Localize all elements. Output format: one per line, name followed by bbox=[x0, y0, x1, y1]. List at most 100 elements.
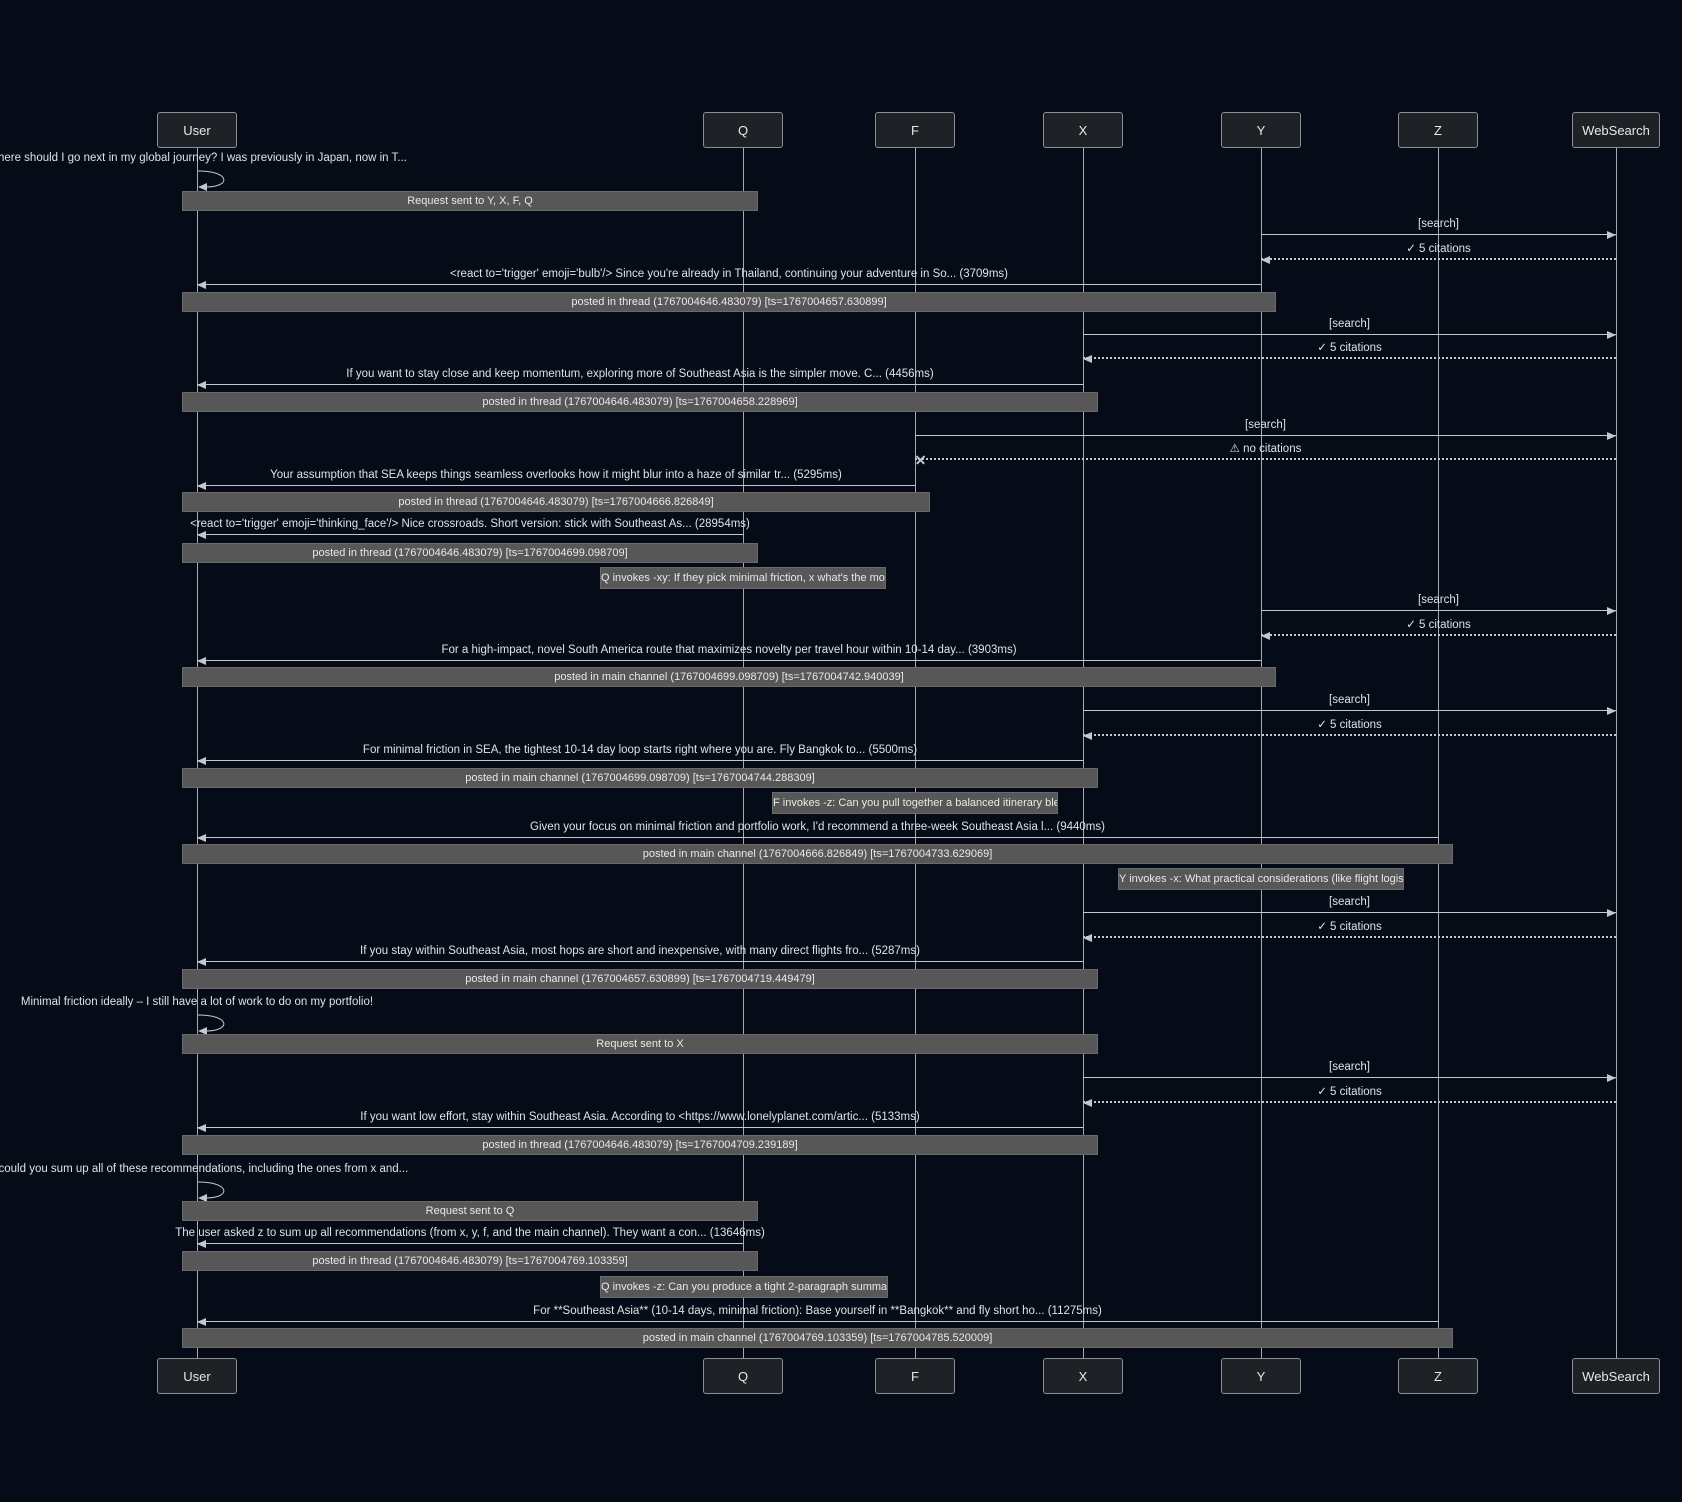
message-label: If you want low effort, stay within Sout… bbox=[360, 1111, 920, 1123]
posted-note: posted in main channel (1767004699.09870… bbox=[182, 768, 1098, 788]
self-loop-arrow-icon bbox=[197, 1181, 225, 1202]
posted-note: posted in main channel (1767004769.10335… bbox=[182, 1328, 1453, 1348]
arrowhead-left-icon bbox=[1083, 934, 1092, 942]
arrowhead-right-icon bbox=[1607, 1074, 1616, 1082]
citations-arrow: ✓ 5 citations bbox=[1083, 1082, 1616, 1107]
arrowhead-left-icon bbox=[197, 381, 206, 389]
message-label: [search] bbox=[1245, 419, 1286, 431]
arrowhead-left-icon bbox=[197, 281, 206, 289]
posted-note: posted in thread (1767004646.483079) [ts… bbox=[182, 492, 930, 512]
search-arrow: [search] bbox=[1261, 214, 1616, 239]
message-label: [search] bbox=[1418, 594, 1459, 606]
message-label: For **Southeast Asia** (10-14 days, mini… bbox=[533, 1305, 1102, 1317]
posted-note: posted in thread (1767004646.483079) [ts… bbox=[182, 543, 758, 563]
agent-reply-arrow: For a high-impact, novel South America r… bbox=[197, 640, 1261, 665]
arrowhead-left-icon bbox=[197, 1240, 206, 1248]
search-arrow: [search] bbox=[1083, 892, 1616, 917]
actor-user-bottom: User bbox=[157, 1358, 237, 1394]
posted-note: posted in thread (1767004646.483079) [ts… bbox=[182, 1135, 1098, 1155]
actor-z-bottom: Z bbox=[1398, 1358, 1478, 1394]
actor-y-bottom: Y bbox=[1221, 1358, 1301, 1394]
posted-note: posted in thread (1767004646.483079) [ts… bbox=[182, 392, 1098, 412]
invoke-note: Y invokes -x: What practical considerati… bbox=[1118, 868, 1404, 890]
message-label: ✓ 5 citations bbox=[1406, 243, 1471, 255]
citations-arrow: ✓ 5 citations bbox=[1261, 239, 1616, 264]
posted-note: posted in main channel (1767004699.09870… bbox=[182, 667, 1276, 687]
arrowhead-left-icon bbox=[197, 757, 206, 765]
arrowhead-left-icon bbox=[1083, 732, 1092, 740]
arrowhead-left-icon bbox=[197, 482, 206, 490]
message-label: If you stay within Southeast Asia, most … bbox=[360, 945, 920, 957]
actor-websearch-top: WebSearch bbox=[1572, 112, 1660, 148]
arrowhead-right-icon bbox=[1607, 909, 1616, 917]
citations-arrow: ✓ 5 citations bbox=[1083, 338, 1616, 363]
agent-reply-arrow: If you want to stay close and keep momen… bbox=[197, 364, 1083, 389]
arrowhead-right-icon bbox=[1607, 607, 1616, 615]
search-arrow: [search] bbox=[1083, 690, 1616, 715]
message-label: ⚠ no citations bbox=[1229, 443, 1302, 455]
actor-y-top: Y bbox=[1221, 112, 1301, 148]
agent-reply-arrow: For minimal friction in SEA, the tightes… bbox=[197, 740, 1083, 765]
actor-f-top: F bbox=[875, 112, 955, 148]
message-label: ✓ 5 citations bbox=[1406, 619, 1471, 631]
citations-arrow: ✓ 5 citations bbox=[1083, 715, 1616, 740]
request-note: Request sent to Q bbox=[182, 1201, 758, 1221]
agent-reply-arrow: The user asked z to sum up all recommend… bbox=[175, 1223, 765, 1248]
message-label: <react to='trigger' emoji='bulb'/> Since… bbox=[450, 268, 1008, 280]
search-arrow: [search] bbox=[915, 415, 1616, 440]
arrowhead-left-icon bbox=[197, 531, 206, 539]
agent-reply-arrow: Given your focus on minimal friction and… bbox=[197, 817, 1438, 842]
search-arrow: [search] bbox=[1261, 590, 1616, 615]
arrowhead-left-icon bbox=[197, 834, 206, 842]
message-label: ✓ 5 citations bbox=[1317, 1086, 1382, 1098]
actor-user-top: User bbox=[157, 112, 237, 148]
arrowhead-left-icon bbox=[1261, 632, 1270, 640]
agent-reply-arrow: If you stay within Southeast Asia, most … bbox=[197, 941, 1083, 966]
message-label: [search] bbox=[1329, 694, 1370, 706]
lifeline-f bbox=[915, 148, 916, 1358]
search-arrow: [search] bbox=[1083, 314, 1616, 339]
lifeline-user bbox=[197, 148, 198, 1358]
message-label: [search] bbox=[1329, 896, 1370, 908]
actor-z-top: Z bbox=[1398, 112, 1478, 148]
message-label: The user asked z to sum up all recommend… bbox=[175, 1227, 765, 1239]
actor-q-top: Q bbox=[703, 112, 783, 148]
self-loop-arrow-icon bbox=[197, 1014, 225, 1035]
invoke-note: Q invokes -xy: If they pick minimal fric… bbox=[600, 567, 886, 589]
lifeline-y bbox=[1261, 148, 1262, 1358]
actor-x-bottom: X bbox=[1043, 1358, 1123, 1394]
lifeline-q bbox=[743, 148, 744, 1358]
message-label: ✓ 5 citations bbox=[1317, 921, 1382, 933]
citations-arrow: ✓ 5 citations bbox=[1261, 615, 1616, 640]
message-label: ✓ 5 citations bbox=[1317, 719, 1382, 731]
x-marker-icon bbox=[915, 454, 926, 465]
message-label: Given your focus on minimal friction and… bbox=[530, 821, 1105, 833]
actor-f-bottom: F bbox=[875, 1358, 955, 1394]
message-label: For a high-impact, novel South America r… bbox=[441, 644, 1017, 656]
search-arrow: [search] bbox=[1083, 1057, 1616, 1082]
arrowhead-right-icon bbox=[1607, 432, 1616, 440]
request-note: Request sent to Y, X, F, Q bbox=[182, 191, 758, 211]
arrowhead-left-icon bbox=[197, 1124, 206, 1132]
arrowhead-left-icon bbox=[197, 657, 206, 665]
invoke-note: Q invokes -z: Can you produce a tight 2-… bbox=[600, 1276, 888, 1298]
message-label: Minimal friction ideally – I still have … bbox=[20, 996, 374, 1008]
arrowhead-left-icon bbox=[1083, 355, 1092, 363]
self-loop-arrow-icon bbox=[197, 170, 225, 191]
posted-note: posted in main channel (1767004666.82684… bbox=[182, 844, 1453, 864]
arrowhead-left-icon bbox=[1083, 1099, 1092, 1107]
message-label: <react to='trigger' emoji='thinking_face… bbox=[190, 518, 750, 530]
agent-reply-arrow: If you want low effort, stay within Sout… bbox=[197, 1107, 1083, 1132]
lifeline-x bbox=[1083, 148, 1084, 1358]
posted-note: posted in main channel (1767004657.63089… bbox=[182, 969, 1098, 989]
arrowhead-left-icon bbox=[197, 958, 206, 966]
agent-reply-arrow: <react to='trigger' emoji='thinking_face… bbox=[190, 514, 750, 539]
lifeline-z bbox=[1438, 148, 1439, 1358]
message-label: If you want to stay close and keep momen… bbox=[346, 368, 934, 380]
message-label: ✓ 5 citations bbox=[1317, 342, 1382, 354]
message-label: [search] bbox=[1329, 318, 1370, 330]
actor-q-bottom: Q bbox=[703, 1358, 783, 1394]
agent-reply-arrow: <react to='trigger' emoji='bulb'/> Since… bbox=[197, 264, 1261, 289]
arrowhead-right-icon bbox=[1607, 231, 1616, 239]
